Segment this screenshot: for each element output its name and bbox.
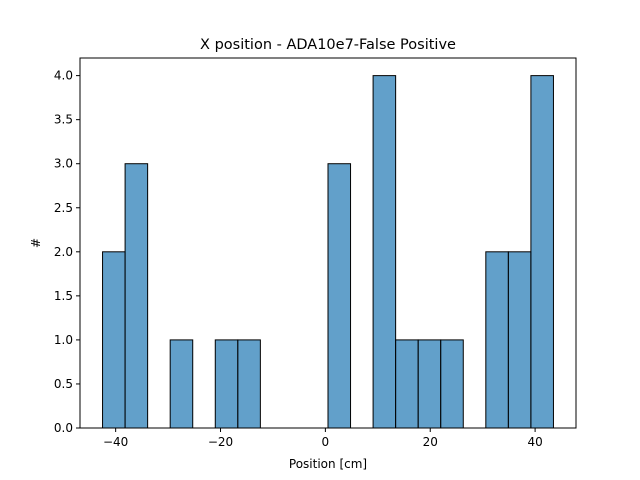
histogram-bar [485, 251, 509, 429]
y-tick-label: 4.0 [54, 69, 73, 83]
histogram-bar [327, 163, 352, 429]
y-tick-label: 3.0 [54, 157, 73, 171]
x-tick-label: 20 [423, 435, 438, 449]
x-tick-label: 0 [322, 435, 330, 449]
x-tick-label: 40 [527, 435, 542, 449]
y-axis-ticks: 0.0 0.5 1.0 1.5 2.0 2.5 3.0 3.5 4.0 [54, 69, 80, 435]
x-tick-label: −20 [208, 435, 233, 449]
histogram-bar [372, 75, 397, 429]
chart-title: X position - ADA10e7-False Positive [200, 37, 456, 53]
histogram-bar [102, 251, 126, 429]
y-tick-label: 2.0 [54, 245, 73, 259]
y-tick-label: 3.5 [54, 113, 73, 127]
histogram-bar [395, 339, 419, 429]
histogram-bar [440, 339, 464, 429]
y-axis-label: # [29, 238, 43, 248]
y-tick-label: 1.0 [54, 333, 73, 347]
histogram-bar [530, 75, 554, 429]
plot-frame [79, 57, 577, 429]
y-tick-label: 0.0 [54, 421, 73, 435]
y-tick-label: 2.5 [54, 201, 73, 215]
y-tick-label: 0.5 [54, 377, 73, 391]
y-tick-label: 1.5 [54, 289, 73, 303]
x-axis-label: Position [cm] [289, 457, 367, 471]
histogram-bar [507, 251, 532, 429]
histogram-bar [214, 339, 239, 429]
x-tick-label: −40 [103, 435, 128, 449]
x-axis-ticks: −40 −20 0 20 40 [103, 428, 543, 449]
bars-group [102, 75, 554, 429]
histogram-bar [417, 339, 442, 429]
histogram-bar [169, 339, 194, 429]
histogram-bar [237, 339, 261, 429]
histogram-bar [124, 163, 149, 429]
